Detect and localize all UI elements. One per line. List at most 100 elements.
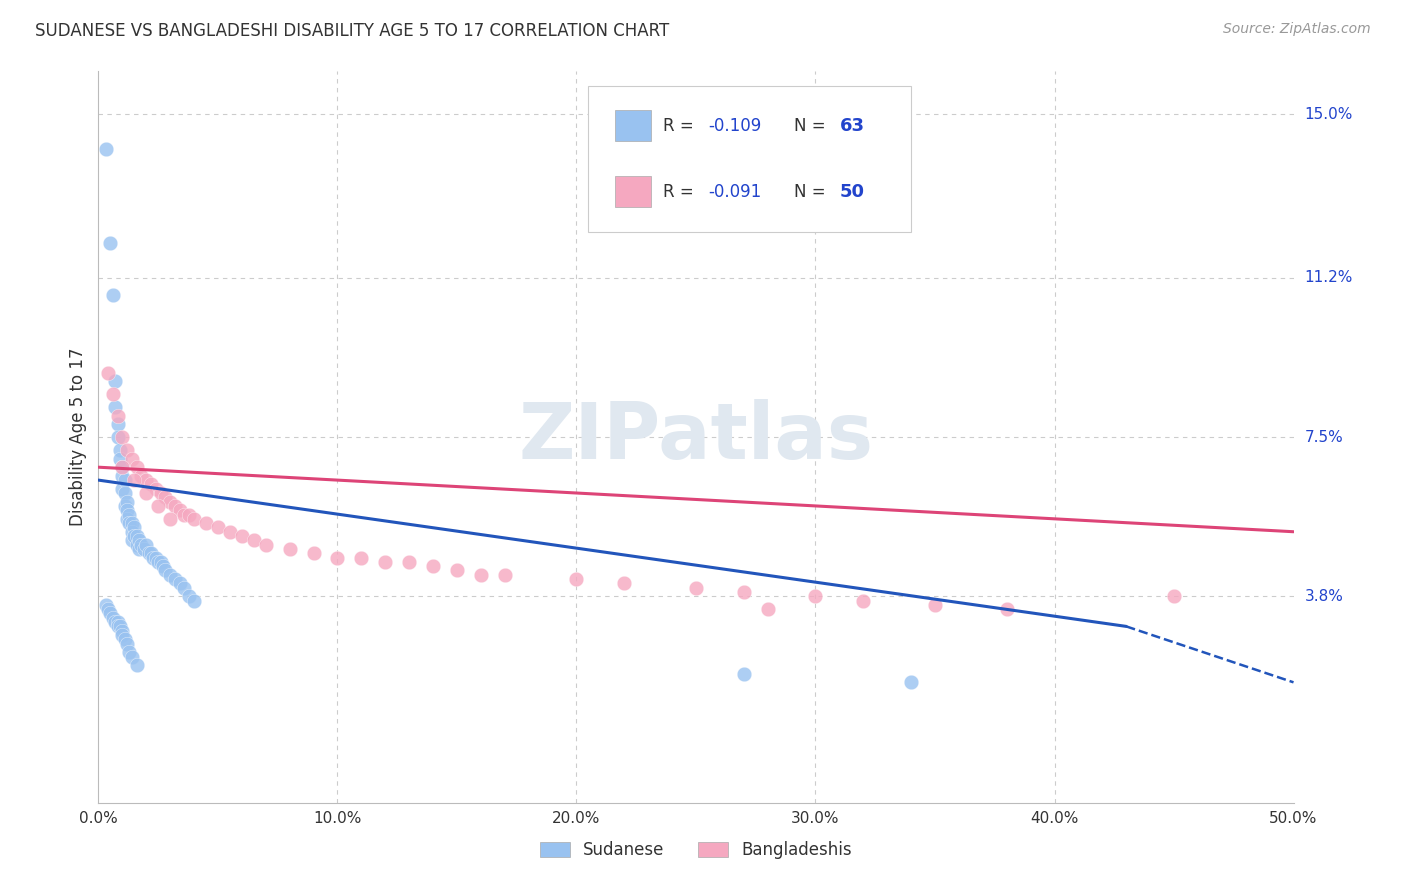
Point — [128, 541, 150, 556]
Point — [159, 512, 181, 526]
Text: -0.109: -0.109 — [709, 117, 761, 136]
Point — [138, 546, 160, 560]
Point — [135, 538, 157, 552]
Point — [111, 628, 134, 642]
Text: -0.091: -0.091 — [709, 183, 761, 201]
Point — [446, 564, 468, 578]
Point — [124, 473, 146, 487]
Point — [97, 602, 120, 616]
Point — [107, 615, 129, 629]
Point — [219, 524, 242, 539]
Point — [98, 607, 122, 621]
Point — [733, 666, 755, 681]
Point — [107, 430, 129, 444]
Legend: Sudanese, Bangladeshis: Sudanese, Bangladeshis — [531, 833, 860, 868]
Point — [195, 516, 218, 530]
Point — [159, 567, 181, 582]
Point — [149, 486, 172, 500]
Point — [145, 550, 167, 565]
Point — [125, 538, 148, 552]
Point — [132, 541, 155, 556]
Point — [121, 649, 143, 664]
Point — [108, 442, 131, 457]
Point — [163, 572, 186, 586]
Point — [155, 564, 177, 578]
Point — [111, 460, 134, 475]
Point — [924, 598, 946, 612]
Point — [173, 508, 195, 522]
Point — [111, 468, 134, 483]
Text: N =: N = — [794, 117, 831, 136]
Point — [121, 524, 143, 539]
Point — [108, 619, 131, 633]
Point — [159, 494, 181, 508]
Point — [128, 533, 150, 548]
Text: R =: R = — [662, 183, 699, 201]
Text: 7.5%: 7.5% — [1305, 430, 1343, 444]
Point — [135, 486, 157, 500]
Point — [111, 482, 134, 496]
Text: 63: 63 — [839, 117, 865, 136]
Point — [470, 567, 492, 582]
Point — [145, 482, 167, 496]
Point — [350, 550, 373, 565]
Point — [115, 503, 138, 517]
Text: 50: 50 — [839, 183, 865, 201]
Point — [115, 512, 138, 526]
Point — [139, 477, 162, 491]
Point — [565, 572, 588, 586]
Point — [852, 593, 875, 607]
Point — [124, 529, 146, 543]
Point — [125, 658, 148, 673]
Point — [111, 624, 134, 638]
Point — [422, 559, 444, 574]
Point — [231, 529, 253, 543]
Point — [613, 576, 636, 591]
Point — [124, 520, 146, 534]
Point — [139, 546, 162, 560]
Point — [131, 538, 153, 552]
Point — [149, 555, 172, 569]
Point — [756, 602, 779, 616]
Point — [183, 593, 205, 607]
Point — [111, 460, 134, 475]
Text: N =: N = — [794, 183, 831, 201]
Point — [101, 288, 124, 302]
Point — [107, 619, 129, 633]
Point — [302, 546, 325, 560]
Point — [114, 473, 136, 487]
Point — [685, 581, 707, 595]
FancyBboxPatch shape — [589, 86, 911, 232]
Point — [114, 486, 136, 500]
Point — [278, 541, 301, 556]
Text: SUDANESE VS BANGLADESHI DISABILITY AGE 5 TO 17 CORRELATION CHART: SUDANESE VS BANGLADESHI DISABILITY AGE 5… — [35, 22, 669, 40]
Point — [326, 550, 349, 565]
Point — [115, 637, 138, 651]
Point — [169, 503, 191, 517]
Point — [118, 508, 141, 522]
Point — [121, 516, 143, 530]
Point — [108, 451, 131, 466]
Point — [995, 602, 1018, 616]
Point — [104, 400, 127, 414]
Point — [148, 555, 170, 569]
Text: Source: ZipAtlas.com: Source: ZipAtlas.com — [1223, 22, 1371, 37]
Point — [98, 236, 122, 251]
Text: ZIPatlas: ZIPatlas — [519, 399, 873, 475]
Point — [118, 516, 141, 530]
Point — [183, 512, 205, 526]
Point — [131, 468, 153, 483]
Point — [733, 585, 755, 599]
Point — [101, 611, 124, 625]
Point — [494, 567, 516, 582]
Point — [104, 374, 127, 388]
Point — [114, 632, 136, 647]
FancyBboxPatch shape — [614, 176, 651, 207]
Point — [125, 529, 148, 543]
Point — [114, 499, 136, 513]
Point — [97, 366, 120, 380]
Text: 11.2%: 11.2% — [1305, 270, 1353, 285]
Y-axis label: Disability Age 5 to 17: Disability Age 5 to 17 — [69, 348, 87, 526]
Point — [104, 615, 127, 629]
Point — [135, 473, 157, 487]
